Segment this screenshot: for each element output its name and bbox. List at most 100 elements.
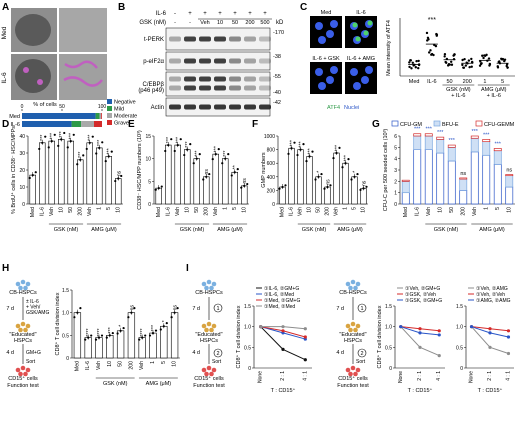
panel-b: B IL-6 GSK (nM) - + + + + + + - - Veh 10 50 200 500 k… (118, 2, 284, 117)
er-highlight (23, 67, 29, 73)
y-tick-label: 5 (148, 179, 151, 185)
i-series-point (488, 331, 492, 335)
group-label-amg: AMG (μM) (479, 227, 505, 233)
schematic-step1-num: 1 (216, 306, 219, 312)
i-line-chart-2: CD8⁺ T cell division index 0 0.5 1.0 1.5 None… (376, 286, 445, 394)
sig-label: *** (214, 145, 220, 152)
i-x-tick-label: 2 : 1 (280, 371, 286, 381)
data-point (38, 147, 41, 151)
y-tick-label: 600 (267, 161, 276, 167)
bar (58, 139, 65, 205)
data-point (76, 163, 79, 166)
x-label: Veh (96, 361, 102, 370)
b-il6-label: IL-6 (156, 11, 167, 17)
schematic-cell (25, 281, 31, 287)
c-atf4-signal (352, 22, 358, 28)
i-line-chart-3: 0 0.5 1.0 1.5 None 2 : 1 4 : 1T : CD15⁺ ①Veh, ②… (456, 286, 514, 394)
x-label: 50 (316, 207, 322, 213)
a-legend-swatch (107, 106, 112, 111)
x-label: 5 (232, 207, 238, 210)
data-point (192, 162, 195, 165)
d-bar-chart: % BrdU⁺ cells in CD38⁻ HSC/MPPs 0 10 20 30 40… (10, 126, 123, 233)
c-point (483, 54, 487, 58)
y-tick-label: 1000 (264, 134, 275, 140)
data-point (356, 172, 359, 176)
bar-bfu-e (482, 141, 491, 156)
a-legend-swatch (107, 113, 112, 118)
bar-cfu-gemm (424, 133, 433, 137)
c-point (496, 66, 500, 69)
sig-label: *** (88, 134, 94, 141)
data-point (110, 150, 113, 153)
y-axis-title: CD38⁻ HSC/MPP numbers (10³) (137, 130, 143, 210)
i-series-line (400, 326, 440, 357)
sig-label: *** (223, 150, 229, 157)
c-point (461, 58, 464, 62)
data-point (116, 332, 119, 335)
b-gsk-value: 50 (232, 20, 238, 26)
data-point (47, 146, 50, 149)
x-label: IL-6 (165, 207, 171, 216)
a-ticks: 0 50 100 (21, 104, 106, 111)
bar (86, 142, 93, 205)
schematic-cell (25, 367, 31, 373)
data-point (90, 334, 93, 337)
b-blot-label: Actin (151, 105, 164, 111)
c-point (470, 65, 473, 68)
bar (84, 337, 92, 359)
schematic-cell (348, 285, 353, 291)
data-point (144, 334, 147, 337)
schematic-cell (206, 365, 212, 371)
data-point (183, 153, 186, 157)
data-point (57, 144, 60, 147)
schematic-cell (23, 371, 28, 377)
data-point (84, 338, 87, 341)
a-legend-negative: Negative (114, 100, 136, 106)
c-image-label-line: IL-6 + GSK (312, 56, 340, 62)
b-il6-value: + (233, 11, 237, 17)
data-point (95, 152, 98, 155)
a-bar-segment-negative (22, 121, 72, 127)
c-point (488, 62, 492, 66)
x-label: 10 (241, 207, 247, 213)
schematic-cell (204, 327, 209, 333)
schematic-cell (23, 285, 28, 291)
sig-label: ns (242, 178, 248, 184)
b-band (259, 85, 271, 91)
panel-d: D % BrdU⁺ cells in CD38⁻ HSC/MPPs 0 10 20 30… (2, 119, 123, 233)
data-point (302, 143, 305, 146)
data-point (170, 316, 173, 319)
i-legend-label: ①Veh, ②Veh (476, 292, 505, 298)
i-series-point (506, 329, 511, 333)
c-point (467, 59, 471, 62)
x-label: 200 (203, 207, 209, 216)
data-point (154, 188, 157, 191)
a-bar-segment-grave (94, 121, 102, 127)
a-bar-segment-grave (101, 113, 102, 119)
c-point (470, 60, 474, 64)
c-point (487, 57, 491, 60)
data-point (44, 135, 47, 138)
y-tick-label: 0 (272, 202, 275, 208)
b-blot-label-line: Actin (151, 105, 164, 111)
data-point (202, 178, 205, 181)
i-series-point (437, 333, 441, 337)
i-x-tick-label: None (469, 371, 475, 383)
i-y-tick-label: 1.0 (244, 325, 251, 331)
schematic-step2-num: 2 (216, 351, 219, 357)
c-point (408, 65, 411, 69)
b-band (199, 76, 211, 82)
b-mw-marker: -38 (273, 54, 281, 60)
y-axis-title: GMP numbers (261, 152, 267, 188)
c-point (410, 67, 413, 70)
c-x-label: 200 (463, 79, 472, 85)
b-band (199, 58, 211, 64)
c-stain-atf4: ATF4 (327, 105, 340, 111)
schematic-cell (211, 281, 217, 287)
b-blots: t-PERK -170 p-eIF2α -38 C/EBPβ (p46 p49) -55 -4… (138, 27, 284, 117)
i-y-tick-label: 1.0 (456, 325, 463, 331)
data-point (236, 167, 239, 171)
i-x-tick-label: 2 : 1 (487, 371, 493, 381)
x-label: 50 (68, 207, 74, 213)
c-nucleus (330, 20, 338, 28)
